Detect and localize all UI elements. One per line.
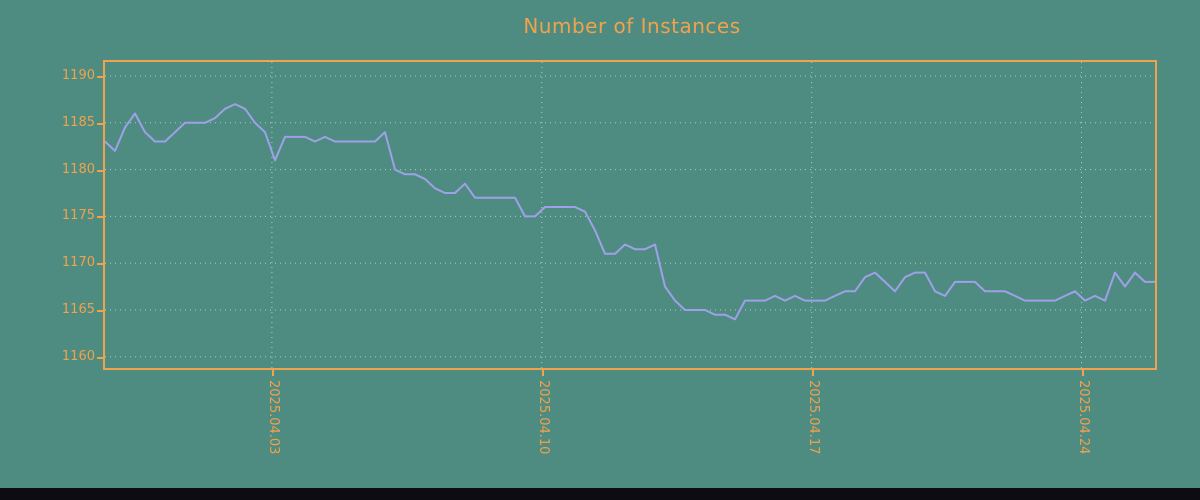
bottom-bar (0, 488, 1200, 500)
x-tick-label: 2025.04.17 (805, 380, 821, 455)
y-tick-mark (97, 169, 103, 172)
y-tick-mark (97, 309, 103, 312)
x-tick-label: 2025.04.10 (535, 380, 551, 455)
y-tick-label: 1175 (61, 208, 95, 224)
y-tick-label: 1160 (61, 348, 95, 364)
y-tick-label: 1170 (61, 255, 95, 271)
data-line (105, 103, 1155, 321)
y-tick-mark (97, 76, 103, 79)
x-tick-mark (811, 370, 814, 376)
x-tick-mark (271, 370, 274, 376)
y-tick-label: 1190 (61, 68, 95, 84)
y-tick-label: 1180 (61, 161, 95, 177)
y-tick-mark (97, 356, 103, 359)
chart-svg (105, 62, 1155, 368)
x-tick-mark (1081, 370, 1084, 376)
plot-area (103, 60, 1157, 370)
y-tick-label: 1185 (61, 114, 95, 130)
y-tick-mark (97, 122, 103, 125)
y-tick-mark (97, 216, 103, 219)
x-tick-label: 2025.04.03 (265, 380, 281, 455)
chart-title: Number of Instances (523, 14, 741, 38)
x-tick-mark (541, 370, 544, 376)
y-tick-label: 1165 (61, 301, 95, 317)
x-tick-label: 2025.04.24 (1075, 380, 1091, 455)
y-tick-mark (97, 263, 103, 266)
